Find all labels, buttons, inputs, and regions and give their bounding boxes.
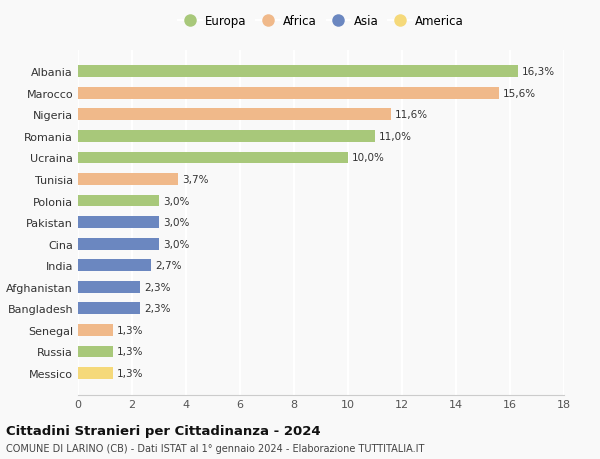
Bar: [78, 66, 518, 78]
Text: 2,3%: 2,3%: [144, 282, 170, 292]
Bar: [78, 346, 113, 358]
Text: 1,3%: 1,3%: [117, 325, 143, 335]
Text: 11,0%: 11,0%: [379, 132, 412, 141]
Legend: Europa, Africa, Asia, America: Europa, Africa, Asia, America: [178, 15, 464, 28]
Bar: [78, 109, 391, 121]
Text: 3,0%: 3,0%: [163, 239, 190, 249]
Bar: [78, 152, 348, 164]
Bar: [78, 260, 151, 272]
Text: 2,3%: 2,3%: [144, 304, 170, 313]
Text: COMUNE DI LARINO (CB) - Dati ISTAT al 1° gennaio 2024 - Elaborazione TUTTITALIA.: COMUNE DI LARINO (CB) - Dati ISTAT al 1°…: [6, 443, 424, 453]
Text: 1,3%: 1,3%: [117, 368, 143, 378]
Text: 2,7%: 2,7%: [155, 261, 181, 271]
Text: Cittadini Stranieri per Cittadinanza - 2024: Cittadini Stranieri per Cittadinanza - 2…: [6, 424, 320, 437]
Text: 3,0%: 3,0%: [163, 218, 190, 228]
Bar: [78, 281, 140, 293]
Bar: [78, 174, 178, 185]
Text: 3,0%: 3,0%: [163, 196, 190, 206]
Text: 16,3%: 16,3%: [522, 67, 555, 77]
Bar: [78, 195, 159, 207]
Bar: [78, 303, 140, 314]
Text: 11,6%: 11,6%: [395, 110, 428, 120]
Bar: [78, 238, 159, 250]
Bar: [78, 324, 113, 336]
Bar: [78, 131, 375, 142]
Text: 15,6%: 15,6%: [503, 89, 536, 99]
Text: 10,0%: 10,0%: [352, 153, 385, 163]
Bar: [78, 217, 159, 229]
Bar: [78, 367, 113, 379]
Text: 3,7%: 3,7%: [182, 174, 208, 185]
Text: 1,3%: 1,3%: [117, 347, 143, 357]
Bar: [78, 88, 499, 100]
